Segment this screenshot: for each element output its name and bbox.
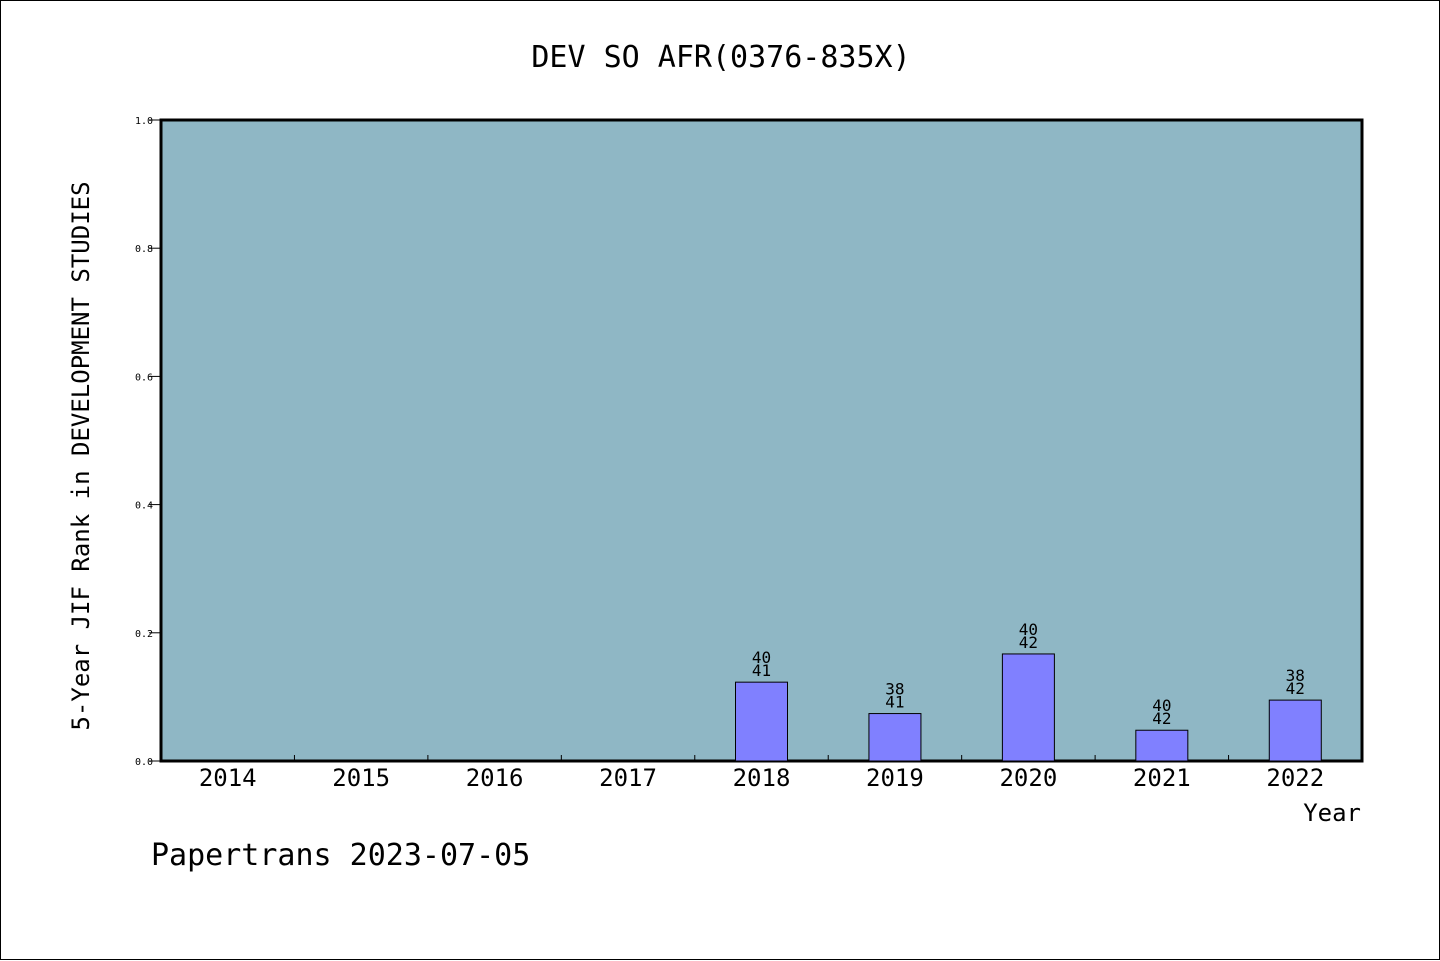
y-tick-label: 0.8 [135,244,153,255]
bar-total-label: 42 [1286,679,1305,698]
x-tick-label: 2020 [999,764,1057,792]
x-axis: 2014 2015 2016 2017 2018 2019 2020 2021 2022 [199,755,1324,792]
x-tick-label: 2022 [1266,764,1324,792]
bar-rank-label: 38 [1286,666,1305,685]
x-axis-label: Year [1303,799,1361,827]
x-tick-label: 2017 [599,764,657,792]
y-tick-label: 0.6 [135,372,153,383]
y-axis-label: 5-Year JIF Rank in DEVELOPMENT STUDIES [67,181,95,730]
bar-total-label: 42 [1019,633,1038,652]
x-tick-label: 2018 [733,764,791,792]
bar-total-label: 41 [885,693,904,712]
bar-2022 [1268,699,1322,762]
bar-total-label: 42 [1152,709,1171,728]
x-tick-label: 2021 [1133,764,1191,792]
footer-credit: Papertrans 2023-07-05 [151,838,530,873]
bar-2019 [868,713,922,762]
bar-rank-label: 40 [1019,620,1038,639]
bar-rank-label: 40 [1152,696,1171,715]
bar-total-label: 41 [752,661,771,680]
x-tick-label: 2015 [332,764,390,792]
y-tick-label: 0.0 [135,757,153,768]
bar-2021 [1135,729,1189,762]
bar-2018 [735,681,788,762]
y-tick-label: 1.0 [135,116,153,127]
bar-2020 [1001,653,1055,762]
chart-title: DEV SO AFR(0376-835X) [531,40,910,75]
x-tick-label: 2016 [466,764,524,792]
y-tick-label: 0.2 [135,629,153,640]
plot-area [159,118,1364,763]
y-tick-label: 0.4 [135,501,153,512]
x-tick-label: 2014 [199,764,257,792]
x-tick-label: 2019 [866,764,924,792]
bar-rank-label: 38 [885,680,904,699]
y-axis: 0.0 0.2 0.4 0.6 0.8 1.0 [135,116,161,768]
bar-group [735,653,1322,762]
bar-rank-label: 40 [752,648,771,667]
